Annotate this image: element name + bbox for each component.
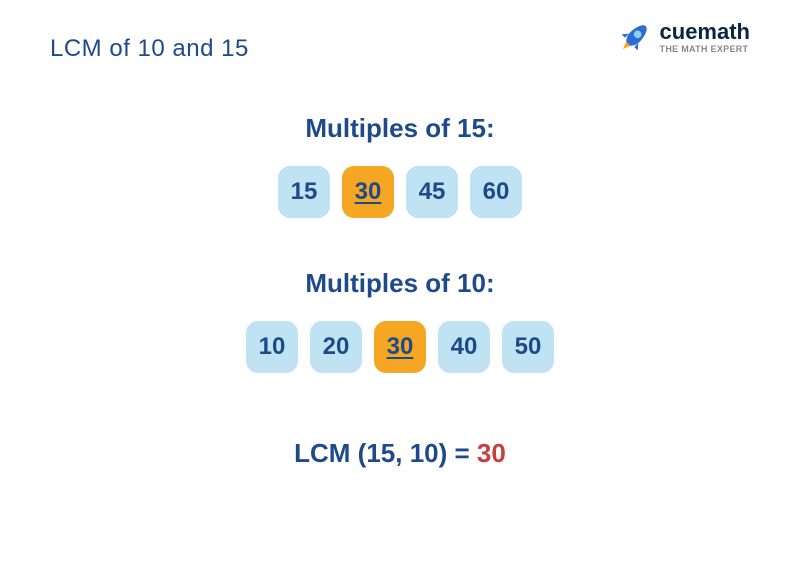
lcm-result: LCM (15, 10) = 30 xyxy=(50,438,750,469)
multiple-chip: 45 xyxy=(406,166,458,218)
multiple-chip: 40 xyxy=(438,321,490,373)
multiple-chip: 50 xyxy=(502,321,554,373)
multiples-15-title: Multiples of 15: xyxy=(50,113,750,144)
multiples-10-title: Multiples of 10: xyxy=(50,268,750,299)
logo-tagline: THE MATH EXPERT xyxy=(660,45,750,54)
brand-logo: cuemath THE MATH EXPERT xyxy=(616,18,750,56)
multiple-chip: 30 xyxy=(342,166,394,218)
result-value: 30 xyxy=(477,438,506,468)
multiples-15-section: Multiples of 15: 15304560 xyxy=(50,113,750,218)
multiple-chip: 60 xyxy=(470,166,522,218)
multiples-10-chips: 1020304050 xyxy=(50,321,750,373)
multiple-chip: 20 xyxy=(310,321,362,373)
multiple-chip: 30 xyxy=(374,321,426,373)
multiple-chip: 10 xyxy=(246,321,298,373)
multiples-10-section: Multiples of 10: 1020304050 xyxy=(50,268,750,373)
result-prefix: LCM (15, 10) = xyxy=(294,438,477,468)
logo-brand: cuemath xyxy=(660,21,750,43)
rocket-icon xyxy=(616,18,654,56)
multiple-chip: 15 xyxy=(278,166,330,218)
logo-text: cuemath THE MATH EXPERT xyxy=(660,21,750,54)
multiples-15-chips: 15304560 xyxy=(50,166,750,218)
